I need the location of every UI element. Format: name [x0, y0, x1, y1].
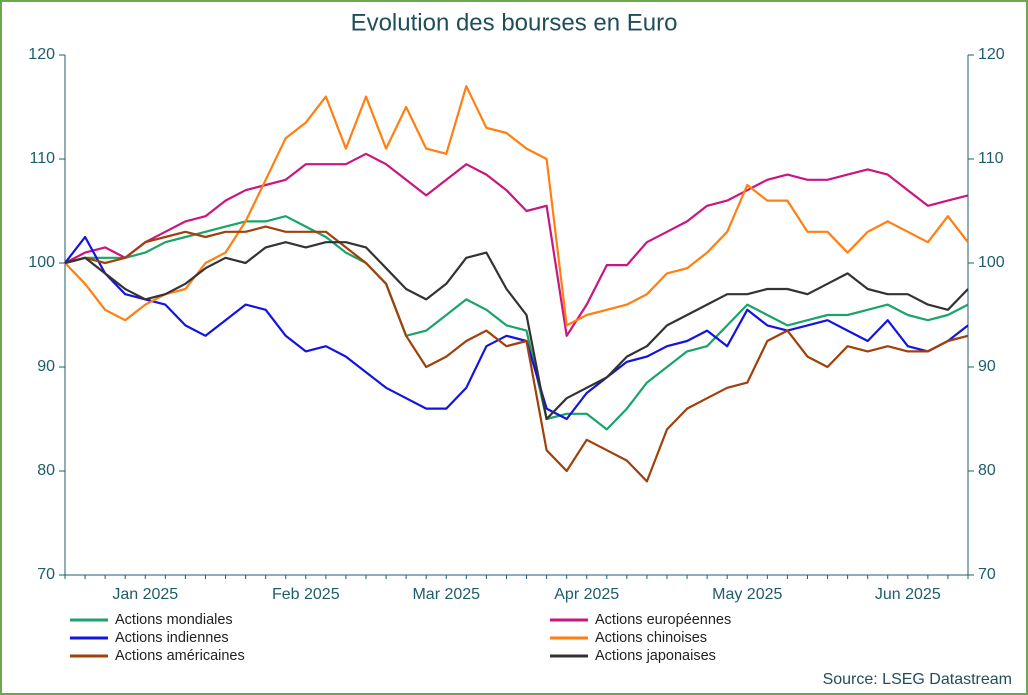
series-line	[64, 152, 969, 337]
y2-tick-label: 110	[978, 150, 1004, 167]
x-tick-label: May 2025	[712, 586, 782, 603]
x-tick-label: Jun 2025	[875, 586, 941, 603]
legend-label: Actions mondiales	[115, 612, 233, 628]
x-tick-label: Jan 2025	[112, 586, 178, 603]
y2-tick-label: 70	[978, 566, 996, 583]
y-tick-label: 100	[28, 254, 55, 271]
series-line	[64, 235, 969, 421]
chart-title: Evolution des bourses en Euro	[351, 9, 678, 36]
legend-label: Actions chinoises	[595, 630, 707, 646]
legend-label: Actions européennes	[595, 612, 731, 628]
y-tick-label: 120	[28, 46, 55, 63]
y2-tick-label: 120	[978, 46, 1005, 63]
source: Source: LSEG Datastream	[823, 671, 1012, 688]
legend-label: Actions indiennes	[115, 630, 229, 646]
y-tick-label: 90	[37, 358, 55, 375]
y-tick-label: 80	[37, 462, 55, 479]
series-line	[64, 85, 969, 327]
series-line	[64, 225, 969, 483]
y-tick-label: 110	[29, 150, 55, 167]
x-tick-label: Apr 2025	[554, 586, 619, 603]
x-tick-label: Mar 2025	[412, 586, 480, 603]
y2-tick-label: 90	[978, 358, 996, 375]
x-tick-label: Feb 2025	[272, 586, 340, 603]
series-line	[64, 241, 969, 421]
y2-tick-label: 80	[978, 462, 996, 479]
legend-label: Actions américaines	[115, 648, 245, 664]
y-tick-label: 70	[37, 566, 55, 583]
series-line	[64, 215, 969, 431]
y2-tick-label: 100	[978, 254, 1005, 271]
legend-label: Actions japonaises	[595, 648, 716, 664]
